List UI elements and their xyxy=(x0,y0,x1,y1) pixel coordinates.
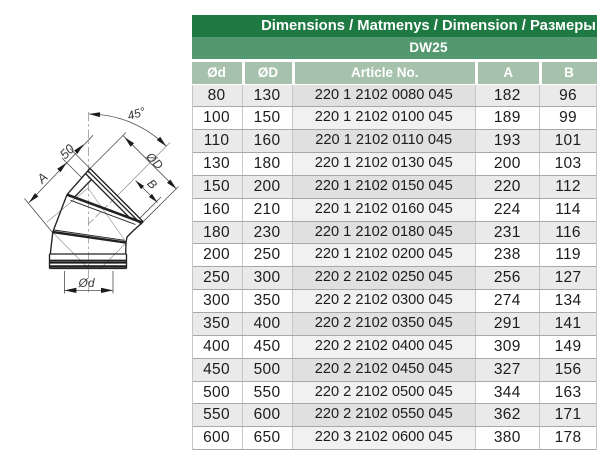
svg-text:Ød: Ød xyxy=(77,276,94,290)
svg-text:45°: 45° xyxy=(126,104,148,123)
svg-text:50: 50 xyxy=(57,141,78,162)
svg-text:A: A xyxy=(33,169,50,186)
svg-text:ØD: ØD xyxy=(143,149,167,173)
svg-text:B: B xyxy=(144,176,160,192)
